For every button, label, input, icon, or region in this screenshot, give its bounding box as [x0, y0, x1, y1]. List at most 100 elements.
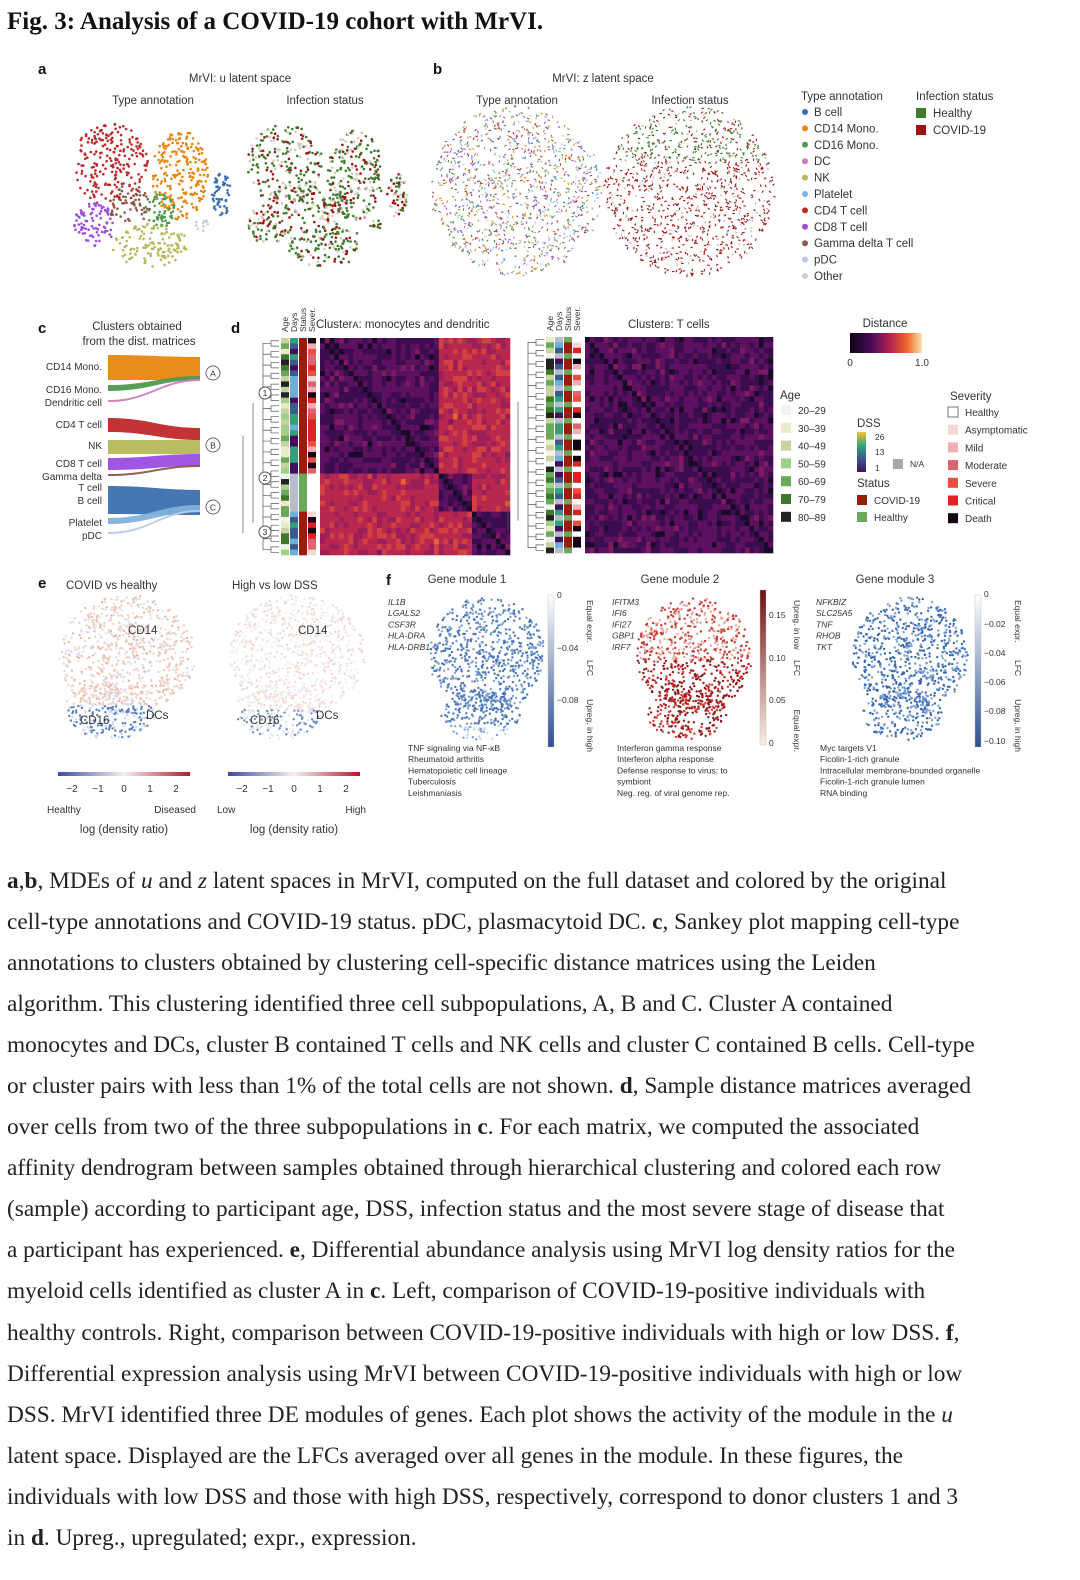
cell-point	[360, 151, 363, 155]
cell-point	[522, 214, 525, 217]
cell-point	[736, 235, 739, 239]
heatmap-cell	[339, 348, 344, 355]
heatmap-cell	[486, 403, 492, 409]
cell-point	[451, 242, 455, 245]
heatmap-cell	[500, 386, 506, 393]
heatmap-cell	[386, 435, 392, 442]
cell-point	[129, 196, 133, 200]
cell-point	[526, 171, 529, 174]
cell-point	[744, 174, 747, 178]
cell-point	[372, 194, 375, 197]
cell-point	[101, 138, 104, 142]
cell-point	[685, 237, 687, 241]
cell-point	[709, 146, 713, 149]
heatmap-cell	[419, 451, 425, 458]
cell-point	[251, 150, 254, 153]
cell-point	[731, 192, 735, 195]
heatmap-cell	[405, 397, 411, 404]
cell-point	[306, 201, 309, 205]
cell-point	[646, 228, 648, 232]
heatmap-cell	[424, 435, 430, 442]
cell-point	[147, 243, 151, 247]
heatmap-cell	[396, 473, 401, 480]
cell-point	[284, 183, 287, 187]
heatmap-cell	[362, 468, 368, 474]
heatmap-cell	[334, 451, 340, 458]
cell-point	[561, 153, 564, 157]
heatmap-cell	[329, 419, 335, 426]
heatmap-cell	[400, 392, 406, 398]
cell-point	[106, 213, 110, 216]
cell-point	[348, 236, 352, 240]
cell-point	[161, 219, 164, 223]
cell-point	[540, 160, 543, 163]
cell-point	[533, 146, 537, 149]
cell-point	[247, 170, 250, 174]
cell-point	[763, 199, 766, 203]
cell-point	[675, 269, 678, 273]
heatmap-cell	[367, 446, 373, 453]
cell-point	[185, 216, 188, 219]
cell-point	[185, 201, 189, 205]
cell-point	[138, 144, 141, 148]
heatmap-cell	[381, 386, 387, 393]
cell-point	[339, 138, 342, 141]
cell-point	[736, 165, 740, 167]
cell-point	[328, 232, 332, 236]
cell-point	[99, 209, 103, 213]
heatmap-cell	[334, 441, 340, 447]
sankey-title-2: from the dist. matrices	[82, 336, 195, 348]
cell-point	[616, 188, 619, 192]
cell-point	[111, 136, 114, 140]
cell-point	[288, 242, 292, 245]
cell-point	[354, 164, 358, 168]
cell-point	[122, 202, 126, 205]
cell-point	[487, 137, 490, 140]
cell-point	[739, 253, 742, 257]
heatmap-cell	[339, 338, 344, 344]
heatmap-cell	[339, 430, 344, 436]
cell-point	[203, 159, 206, 163]
cell-point	[354, 192, 357, 196]
cell-point	[503, 233, 506, 237]
cell-point	[631, 210, 634, 212]
cell-point	[633, 228, 637, 231]
cell-point	[375, 187, 379, 190]
cell-point	[719, 179, 721, 182]
cell-point	[510, 166, 513, 169]
heatmap-cell	[320, 479, 325, 485]
cell-point	[270, 139, 273, 143]
cell-point	[707, 241, 710, 244]
cell-point	[710, 267, 712, 271]
cell-point	[526, 129, 529, 133]
cell-point	[340, 160, 344, 163]
cell-point	[273, 132, 277, 135]
cell-point	[218, 205, 222, 208]
heatmap-cell	[386, 370, 392, 377]
heatmap-cell	[500, 365, 506, 371]
heatmap-cell	[348, 446, 354, 453]
heatmap-cell	[362, 408, 368, 415]
cell-point	[136, 147, 140, 151]
cell-point	[294, 166, 297, 170]
cell-point	[725, 147, 728, 151]
cell-point	[658, 237, 661, 240]
heatmap-cell	[400, 457, 406, 464]
heatmap-cell	[429, 451, 435, 458]
cell-point	[349, 131, 353, 134]
heatmap-cell	[405, 468, 411, 474]
heatmap-cell	[434, 370, 439, 377]
cell-point	[627, 232, 631, 235]
cell-point	[376, 176, 380, 179]
heatmap-cell	[339, 468, 344, 474]
heatmap-cell	[377, 462, 382, 469]
cell-point	[464, 143, 467, 146]
cell-point	[723, 190, 727, 194]
heatmap-cell	[453, 430, 458, 436]
cell-point	[319, 217, 322, 220]
cell-point	[79, 138, 83, 142]
cell-point	[95, 190, 98, 193]
cell-point	[434, 199, 438, 202]
cell-point	[705, 111, 707, 115]
heatmap-cell	[419, 343, 425, 350]
